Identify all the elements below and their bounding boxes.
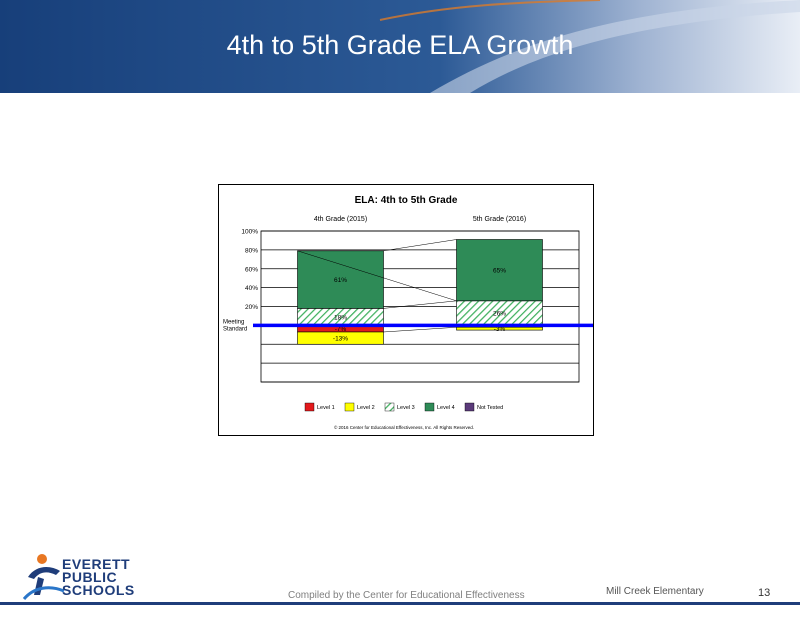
y-tick-label: 80% [245, 247, 258, 254]
legend-swatch [464, 402, 475, 412]
data-label: 26% [493, 311, 506, 318]
chart-copyright: © 2016 Center for Educational Effectiven… [334, 424, 474, 430]
legend-label: Level 2 [357, 405, 375, 411]
district-logo [22, 547, 142, 603]
category-label: 4th Grade (2015) [314, 216, 367, 223]
data-label: -7% [335, 326, 347, 333]
slide-title: 4th to 5th Grade ELA Growth [226, 30, 574, 60]
connector-line [383, 239, 457, 252]
legend-swatch [384, 402, 395, 412]
bar-level-4 [297, 250, 384, 309]
district-logo-text: EVERETT PUBLIC SCHOOLS [62, 556, 135, 598]
chart-container: ELA: 4th to 5th Grade 100% 80% 60% 40% 20% 4t… [218, 184, 594, 436]
legend-label: Level 4 [437, 405, 455, 411]
bar-level-4 [456, 239, 543, 302]
y-tick-label: 40% [245, 285, 258, 292]
data-label: 61% [334, 277, 347, 284]
bar-level-2 [456, 326, 543, 331]
page-number: 13 [758, 587, 771, 599]
footer-rule [0, 602, 800, 605]
data-label: 65% [493, 268, 506, 275]
y-tick-label: 100% [241, 229, 258, 236]
logo-line-2: PUBLIC [62, 569, 118, 585]
legend-swatch [424, 402, 435, 412]
meeting-standard-label: Meeting [223, 319, 244, 325]
chart-title: ELA: 4th to 5th Grade [355, 195, 458, 206]
person-logo-icon [22, 554, 65, 601]
data-label: -13% [333, 336, 348, 343]
legend-label: Not Tested [477, 405, 503, 411]
legend-label: Level 3 [397, 405, 415, 411]
y-tick-label: 20% [245, 304, 258, 311]
logo-line-1: EVERETT [62, 556, 131, 572]
bar-level-2 [297, 331, 384, 345]
logo-line-3: SCHOOLS [62, 582, 135, 598]
footer-school-name: Mill Creek Elementary [606, 586, 704, 597]
legend-swatch [344, 402, 355, 412]
ela-growth-chart: ELA: 4th to 5th Grade 100% 80% 60% 40% 20% 4t… [223, 195, 593, 430]
data-label: 18% [334, 314, 347, 321]
meeting-standard-label: Standard [223, 326, 247, 332]
connector-line [383, 327, 457, 333]
y-tick-label: 60% [245, 266, 258, 273]
title-banner [0, 0, 800, 93]
data-label: -3% [494, 326, 506, 333]
connector-line [297, 250, 457, 302]
category-label: 5th Grade (2016) [473, 216, 526, 223]
footer-compiled-by: Compiled by the Center for Educational E… [288, 590, 525, 601]
legend-label: Level 1 [317, 405, 335, 411]
connector-line [383, 300, 457, 309]
legend-swatch [304, 402, 315, 412]
